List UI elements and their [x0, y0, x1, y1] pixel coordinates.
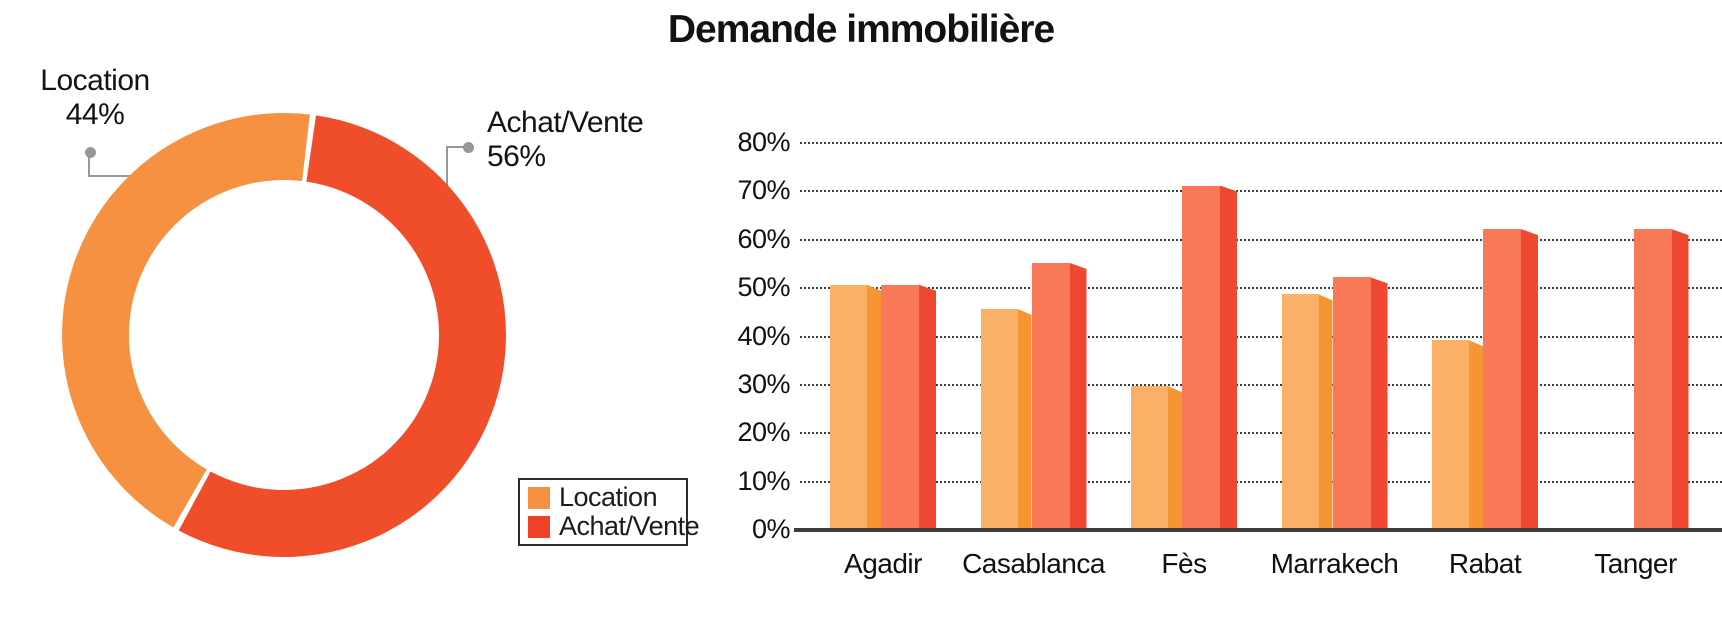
bar-location-side-Agadir — [867, 284, 881, 529]
gridline-20 — [800, 432, 1722, 435]
donut-label-location-name: Location — [40, 64, 150, 97]
bar-location-front-Marrakech — [1281, 294, 1319, 529]
bar-achat-vente-side-Agadir — [919, 284, 936, 529]
legend-label-location: Location — [559, 482, 658, 512]
callout-line-achat-vente-horizontal — [446, 146, 466, 148]
x-axis-category-label-Rabat: Rabat — [1448, 548, 1522, 579]
bar-achat-vente-front-Fès — [1182, 185, 1220, 529]
gridline-30 — [800, 383, 1722, 386]
y-axis-tick-label-80: 80% — [737, 127, 790, 157]
bar-achat-vente-side-Fès — [1220, 185, 1237, 529]
gridline-60 — [800, 238, 1722, 241]
donut-segment-achat-vente — [178, 115, 506, 557]
legend: Location Achat/Vente — [518, 478, 700, 546]
donut-label-location: Location 44% — [20, 64, 170, 132]
legend-row-achat-vente: Achat/Vente — [528, 513, 700, 540]
bar-location-side-Rabat — [1469, 340, 1483, 529]
donut-label-achat-vente: Achat/Vente 56% — [487, 106, 644, 174]
bar-location-front-Agadir — [830, 284, 867, 529]
callout-dot-achat-vente — [463, 142, 474, 153]
donut-label-achat-vente-name: Achat/Vente — [487, 106, 644, 139]
x-axis-category-label-Tanger: Tanger — [1594, 548, 1677, 579]
bar-location-front-Casablanca — [980, 308, 1018, 529]
callout-line-location-horizontal — [88, 175, 133, 177]
donut-label-location-value: 44% — [65, 98, 125, 131]
bar-location-side-Casablanca — [1017, 308, 1032, 529]
x-axis-category-label-Marrakech: Marrakech — [1270, 548, 1399, 579]
bar-achat-vente-side-Tanger — [1671, 229, 1689, 529]
gridline-40 — [800, 335, 1722, 338]
y-axis-tick-label-30: 30% — [737, 368, 790, 399]
chart-title: Demande immobilière — [667, 8, 1055, 51]
y-axis-tick-label-70: 70% — [737, 175, 790, 206]
bar-location-side-Marrakech — [1318, 294, 1333, 529]
gridline-80 — [800, 142, 1722, 144]
callout-line-location-vertical — [88, 152, 90, 177]
x-axis-line — [794, 527, 1722, 532]
y-axis-tick-label-40: 40% — [737, 320, 790, 351]
y-axis-tick-label-0: 0% — [751, 514, 791, 544]
y-axis-tick-label-60: 60% — [737, 223, 790, 254]
legend-label-achat-vente: Achat/Vente — [559, 511, 700, 541]
bar-location-front-Rabat — [1432, 340, 1469, 529]
gridline-70 — [800, 190, 1722, 193]
x-axis-category-label-Casablanca: Casablanca — [962, 548, 1105, 579]
bar-achat-vente-front-Rabat — [1483, 229, 1521, 529]
bar-achat-vente-front-Tanger — [1633, 229, 1672, 529]
x-axis-category-label-Agadir: Agadir — [844, 548, 922, 579]
bar-location-side-Fès — [1168, 386, 1182, 529]
bar-achat-vente-side-Casablanca — [1069, 262, 1087, 529]
gridline-50 — [800, 287, 1722, 290]
x-axis-category-label-Fès: Fès — [1161, 548, 1207, 579]
legend-swatch-achat-vente — [528, 515, 550, 538]
bar-achat-vente-side-Marrakech — [1370, 277, 1388, 529]
donut-segment-location — [62, 113, 310, 528]
donut-label-achat-vente-value: 56% — [487, 140, 546, 173]
bar-achat-vente-front-Agadir — [881, 284, 919, 529]
callout-dot-location — [85, 147, 96, 158]
bar-achat-vente-front-Marrakech — [1332, 277, 1371, 529]
bar-achat-vente-front-Casablanca — [1031, 262, 1070, 529]
legend-row-location: Location — [528, 484, 678, 511]
y-axis-tick-label-20: 20% — [737, 417, 790, 448]
legend-swatch-location — [528, 486, 550, 509]
callout-line-achat-vente-vertical — [446, 146, 448, 186]
bar-location-front-Fès — [1131, 386, 1168, 529]
donut-chart — [62, 113, 506, 557]
gridline-10 — [800, 480, 1722, 483]
bar-achat-vente-side-Rabat — [1521, 229, 1538, 529]
y-axis-tick-label-10: 10% — [737, 465, 790, 496]
y-axis-tick-label-50: 50% — [737, 272, 790, 303]
